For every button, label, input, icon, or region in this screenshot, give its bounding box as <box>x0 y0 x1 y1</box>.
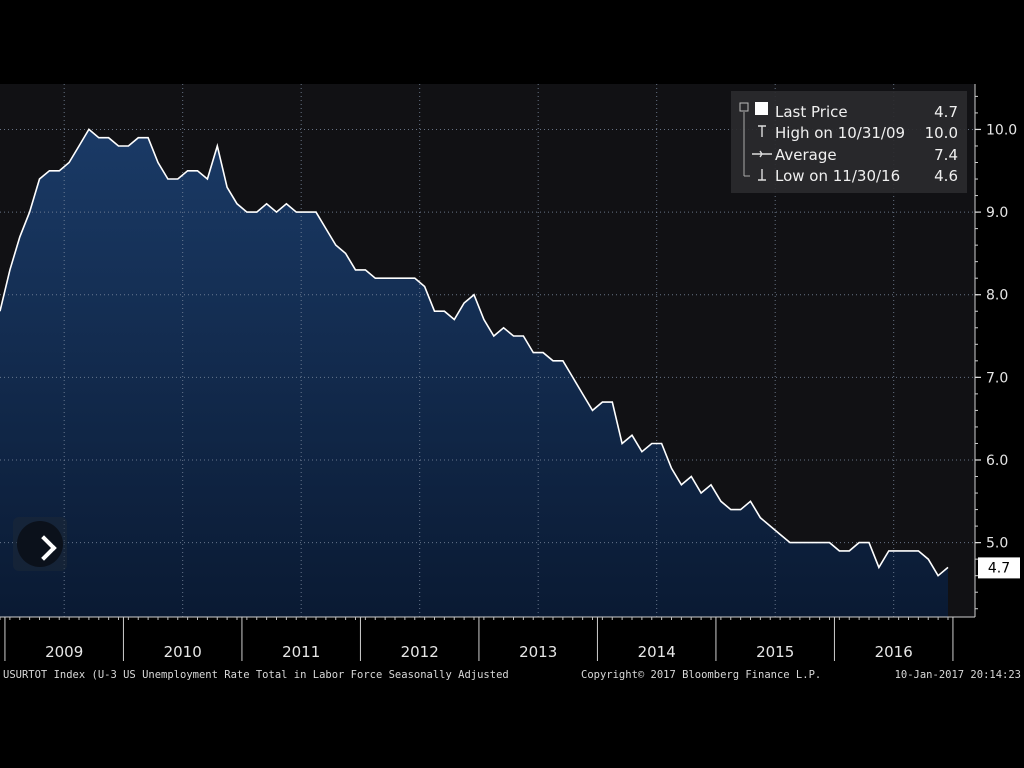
legend-last-price-label: Last Price <box>775 103 848 121</box>
legend-average-label: Average <box>775 146 837 164</box>
footer-timestamp: 10-Jan-2017 20:14:23 <box>895 669 1021 681</box>
legend-high-value: 10.0 <box>925 124 958 142</box>
next-slide-button[interactable] <box>13 517 67 571</box>
y-axis: 5.0 6.0 7.0 8.0 9.0 10.0 <box>974 84 1017 617</box>
x-tick-label: 2009 <box>45 643 83 661</box>
legend-last-price-value: 4.7 <box>934 103 958 121</box>
next-button-circle <box>17 521 63 567</box>
legend-low-value: 4.6 <box>934 167 958 185</box>
x-tick-label: 2015 <box>756 643 794 661</box>
legend-low-label: Low on 11/30/16 <box>775 167 900 185</box>
x-tick-label: 2011 <box>282 643 320 661</box>
x-tick-label: 2012 <box>401 643 439 661</box>
footer-copyright: Copyright© 2017 Bloomberg Finance L.P. <box>581 669 821 681</box>
last-price-swatch-icon <box>755 102 768 115</box>
y-tick-label: 5.0 <box>986 536 1008 552</box>
x-axis: 2009 2010 2011 2012 2013 2014 2015 2016 <box>0 616 975 661</box>
last-value-label: 4.7 <box>988 560 1010 576</box>
series-line <box>0 128 949 577</box>
line-layer <box>0 128 949 577</box>
legend-box <box>731 91 967 193</box>
legend-collapse-icon[interactable] <box>739 102 749 112</box>
legend: Last Price 4.7 High on 10/31/09 10.0 Ave… <box>731 91 967 193</box>
x-tick-label: 2013 <box>519 643 557 661</box>
x-tick-label: 2016 <box>875 643 913 661</box>
y-tick-label: 9.0 <box>986 205 1008 221</box>
last-value-marker: 4.7 <box>978 557 1020 579</box>
y-tick-label: 7.0 <box>986 370 1008 386</box>
y-tick-label: 8.0 <box>986 288 1008 304</box>
last-value-box <box>978 557 1020 579</box>
y-tick-label: 6.0 <box>986 453 1008 469</box>
series-area <box>0 129 948 617</box>
x-tick-label: 2010 <box>164 643 202 661</box>
chevron-right-icon <box>31 535 57 561</box>
legend-average-value: 7.4 <box>934 146 958 164</box>
average-marker-icon <box>752 150 772 158</box>
high-marker-icon <box>758 125 766 137</box>
legend-high-label: High on 10/31/09 <box>775 124 905 142</box>
area-layer <box>0 129 948 617</box>
low-marker-icon <box>758 169 766 181</box>
y-tick-label: 10.0 <box>986 122 1017 138</box>
x-tick-label: 2014 <box>638 643 676 661</box>
footer-index-description: USURTOT Index (U-3 US Unemployment Rate … <box>3 669 509 681</box>
